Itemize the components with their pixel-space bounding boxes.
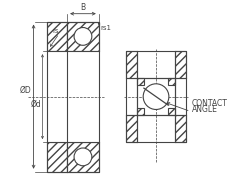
Bar bbox=[47, 22, 99, 172]
Text: CONTACT: CONTACT bbox=[192, 98, 228, 108]
Text: rs: rs bbox=[52, 28, 59, 34]
Circle shape bbox=[143, 84, 169, 109]
Bar bbox=[137, 108, 144, 115]
Bar bbox=[168, 108, 175, 115]
Bar bbox=[47, 142, 67, 172]
Bar bbox=[47, 22, 99, 172]
Text: ANGLE: ANGLE bbox=[192, 105, 217, 114]
Bar bbox=[67, 22, 99, 51]
Bar bbox=[137, 78, 144, 85]
Bar bbox=[126, 51, 186, 142]
Bar bbox=[47, 51, 99, 142]
Circle shape bbox=[74, 28, 92, 45]
Bar bbox=[137, 78, 175, 115]
Bar bbox=[175, 115, 186, 142]
Bar bbox=[175, 51, 186, 78]
Bar bbox=[126, 51, 186, 142]
Text: rs1: rs1 bbox=[101, 25, 112, 31]
Text: B: B bbox=[80, 3, 85, 12]
Bar bbox=[137, 78, 175, 115]
Bar bbox=[67, 142, 99, 172]
Circle shape bbox=[74, 148, 92, 166]
Bar bbox=[126, 115, 137, 142]
Bar bbox=[126, 51, 137, 78]
Bar bbox=[168, 78, 175, 85]
Text: Ød: Ød bbox=[31, 100, 42, 109]
Text: ØD: ØD bbox=[20, 86, 32, 95]
Bar bbox=[47, 22, 67, 51]
